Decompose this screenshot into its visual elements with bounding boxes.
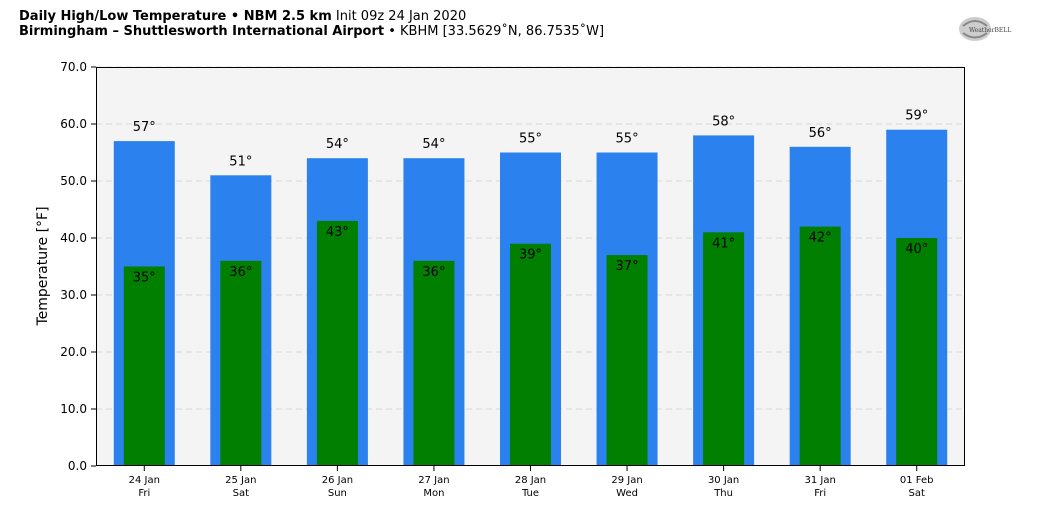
x-tick-date: 26 Jan <box>322 475 353 486</box>
high-temp-label: 55° <box>616 132 639 147</box>
low-temp-label: 43° <box>326 225 349 240</box>
x-tick-date: 29 Jan <box>611 475 642 486</box>
low-temp-label: 40° <box>905 242 928 257</box>
y-tick-label: 20.0 <box>60 345 87 359</box>
station-coords: • KBHM [33.5629˚N, 86.7535˚W] <box>388 24 605 39</box>
y-tick-label: 40.0 <box>60 231 87 245</box>
x-tick-date: 25 Jan <box>225 475 256 486</box>
x-tick-date: 30 Jan <box>708 475 739 486</box>
y-tick-label: 0.0 <box>68 459 87 473</box>
low-temp-label: 36° <box>229 265 252 280</box>
logo-text: WeatherBELL <box>969 27 1011 34</box>
x-tick-weekday: Fri <box>814 488 826 499</box>
low-temp-bar <box>316 220 358 466</box>
low-temp-label: 36° <box>422 265 445 280</box>
plot-frame <box>96 67 965 466</box>
y-axis-label: Temperature [°F] <box>35 206 51 326</box>
chart-title: Daily High/Low Temperature • NBM 2.5 km <box>19 9 332 24</box>
y-tick-label: 10.0 <box>60 402 87 416</box>
station-name: Birmingham – Shuttlesworth International… <box>19 24 385 39</box>
chart-header: Daily High/Low Temperature • NBM 2.5 km … <box>19 9 604 39</box>
x-tick-date: 28 Jan <box>515 475 546 486</box>
x-tick-weekday: Sun <box>328 488 347 499</box>
x-tick-date: 27 Jan <box>418 475 449 486</box>
y-axis: 0.0 10.0 20.0 30.0 40.0 50.0 60.0 70.0 <box>60 60 96 473</box>
low-temp-label: 39° <box>519 248 542 263</box>
x-tick-weekday: Wed <box>616 488 638 499</box>
high-temp-label: 58° <box>712 114 735 129</box>
low-temp-label: 41° <box>712 236 735 251</box>
x-tick-date: 01 Feb <box>900 475 934 486</box>
x-tick-weekday: Thu <box>713 488 733 499</box>
low-temp-label: 37° <box>616 259 639 274</box>
low-temp-bar <box>510 243 551 466</box>
low-temp-bar <box>123 266 165 466</box>
bar-labels: 57° 35° 51° 36° 54° 43° 54° 36° 55° 39° 55° 37° 58° 4… <box>133 109 928 286</box>
x-tick-weekday: Sat <box>233 488 249 499</box>
x-tick-date: 24 Jan <box>129 475 160 486</box>
x-axis: 24 Jan Fri 25 Jan Sat 26 Jan Sun 27 Jan Mon 28 J… <box>129 466 934 499</box>
y-tick-label: 70.0 <box>60 60 87 74</box>
weatherbell-logo-icon: WeatherBELL <box>959 17 1011 41</box>
low-temp-bar <box>703 232 745 466</box>
high-temp-label: 54° <box>422 137 445 152</box>
low-temp-bar <box>413 260 455 466</box>
y-tick-label: 50.0 <box>60 174 87 188</box>
high-temp-label: 51° <box>229 154 252 169</box>
low-temp-label: 35° <box>133 271 156 286</box>
y-tick-label: 60.0 <box>60 117 87 131</box>
high-temp-label: 57° <box>133 120 156 135</box>
x-tick-weekday: Tue <box>521 488 539 499</box>
low-temp-bar <box>799 226 841 466</box>
high-temp-label: 54° <box>326 137 349 152</box>
low-temp-bar <box>896 238 938 466</box>
high-temp-label: 59° <box>905 109 928 124</box>
low-temp-bar <box>606 255 648 466</box>
y-tick-label: 30.0 <box>60 288 87 302</box>
init-time: Init 09z 24 Jan 2020 <box>335 9 467 24</box>
bars <box>113 129 948 467</box>
x-tick-weekday: Fri <box>138 488 150 499</box>
location-line: Birmingham – Shuttlesworth International… <box>19 24 604 39</box>
low-temp-bar <box>220 260 262 466</box>
x-tick-weekday: Sat <box>909 488 925 499</box>
high-temp-label: 56° <box>809 126 832 141</box>
low-temp-label: 42° <box>809 231 832 246</box>
x-tick-date: 31 Jan <box>805 475 836 486</box>
high-temp-label: 55° <box>519 132 542 147</box>
x-tick-weekday: Mon <box>423 488 444 499</box>
title-line: Daily High/Low Temperature • NBM 2.5 km … <box>19 9 604 24</box>
